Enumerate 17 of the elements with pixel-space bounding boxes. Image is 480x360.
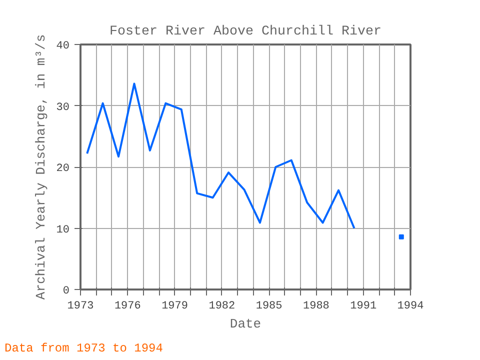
y-tick-label: 0	[62, 286, 70, 298]
chart-title: Foster River Above Churchill River	[110, 24, 382, 40]
y-tick-label: 40	[56, 40, 70, 52]
x-tick-label: 1985	[256, 300, 282, 312]
x-axis-title: Date	[230, 316, 262, 332]
y-axis-title: Archival Yearly Discharge, in m³/s	[33, 34, 48, 300]
y-tick-label: 10	[56, 224, 70, 236]
x-tick-label: 1976	[114, 300, 141, 312]
x-tick-label: 1994	[397, 300, 424, 312]
text: Data from 1973 to 1994	[4, 342, 163, 356]
y-tick-label: 20	[56, 163, 70, 175]
x-tick-label: 1991	[350, 300, 377, 312]
y-tick-label: 30	[56, 102, 70, 114]
x-tick-label: 1979	[162, 300, 188, 312]
x-tick-label: 1973	[67, 300, 94, 312]
x-tick-label: 1982	[208, 300, 236, 312]
x-tick-label: 1988	[303, 300, 330, 312]
